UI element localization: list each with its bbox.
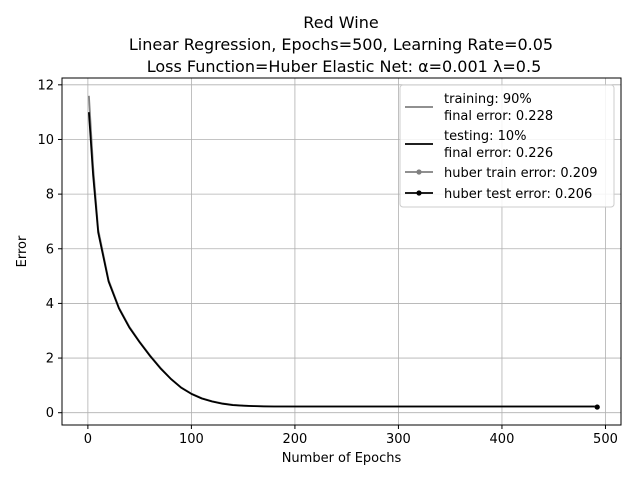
y-tick-label: 10 <box>37 133 54 148</box>
chart-title-line-3: Loss Function=Huber Elastic Net: α=0.001… <box>147 57 542 76</box>
y-axis-label: Error <box>15 235 30 267</box>
x-tick-label: 500 <box>593 432 618 447</box>
x-tick-label: 200 <box>283 432 308 447</box>
x-axis-ticks: 0 100 200 300 400 500 <box>84 425 618 447</box>
y-tick-label: 2 <box>46 352 54 367</box>
y-tick-label: 4 <box>46 297 54 312</box>
legend-label-1: final error: 0.226 <box>444 146 553 161</box>
legend-label-2: huber train error: 0.209 <box>444 166 598 181</box>
chart-title-line-2: Linear Regression, Epochs=500, Learning … <box>129 35 553 54</box>
plot-frame <box>61 77 622 426</box>
legend-marker-2 <box>416 169 422 175</box>
x-tick-label: 300 <box>386 432 411 447</box>
chart-title-line-1: Red Wine <box>303 13 378 32</box>
y-tick-label: 12 <box>37 78 54 93</box>
legend: training: 90% final error: 0.228 testing: … <box>399 84 615 208</box>
series-layer <box>88 95 600 410</box>
legend-label-0: final error: 0.228 <box>444 109 553 124</box>
series-line-1 <box>88 112 598 408</box>
legend-marker-3 <box>416 190 422 196</box>
y-tick-label: 8 <box>46 188 54 203</box>
y-axis-ticks: 0 2 4 6 8 10 12 <box>37 78 62 421</box>
x-tick-label: 0 <box>84 432 92 447</box>
legend-label-0: training: 90% <box>444 92 532 107</box>
y-tick-label: 6 <box>46 242 54 257</box>
x-tick-label: 100 <box>179 432 204 447</box>
legend-label-3: huber test error: 0.206 <box>444 187 592 202</box>
x-axis-label: Number of Epochs <box>282 451 402 466</box>
y-tick-label: 0 <box>46 406 54 421</box>
legend-label-1: testing: 10% <box>444 129 526 144</box>
legend-box <box>399 84 615 208</box>
x-tick-label: 400 <box>490 432 515 447</box>
series-point-3 <box>594 404 600 410</box>
